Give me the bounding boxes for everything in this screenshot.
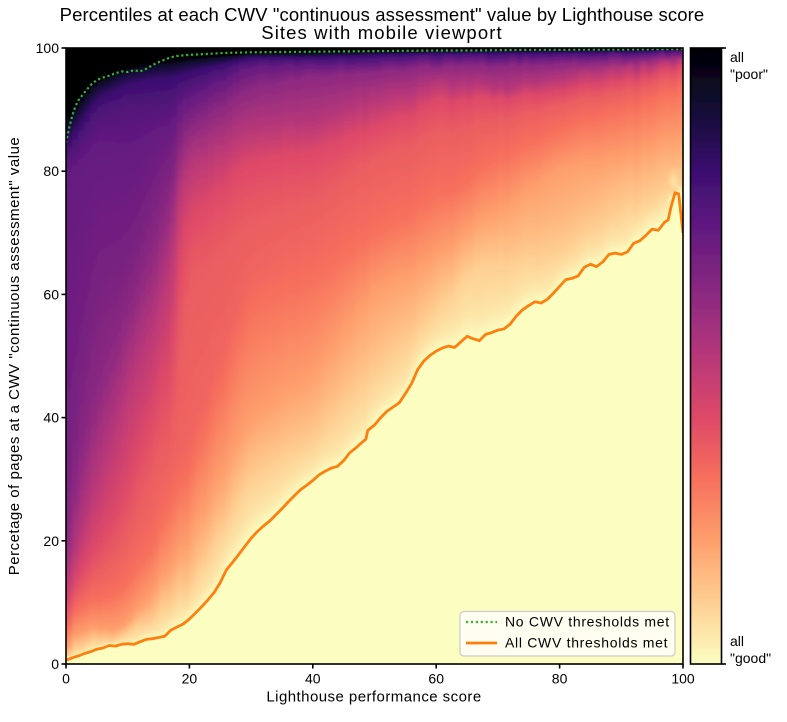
svg-text:0: 0: [51, 656, 59, 672]
svg-text:Percetage of pages at a CWV "c: Percetage of pages at a CWV "continuous …: [6, 137, 23, 576]
svg-text:Sites with mobile viewport: Sites with mobile viewport: [261, 22, 502, 43]
svg-text:all: all: [730, 49, 744, 65]
svg-text:All CWV thresholds met: All CWV thresholds met: [505, 635, 668, 651]
svg-text:60: 60: [43, 286, 59, 302]
svg-text:20: 20: [43, 533, 59, 549]
svg-text:100: 100: [671, 671, 695, 687]
svg-text:60: 60: [428, 671, 444, 687]
svg-text:"poor": "poor": [730, 66, 768, 82]
svg-text:No CWV thresholds met: No CWV thresholds met: [505, 614, 670, 630]
svg-text:0: 0: [62, 671, 70, 687]
svg-text:all: all: [730, 633, 744, 649]
svg-text:80: 80: [552, 671, 568, 687]
svg-text:20: 20: [182, 671, 198, 687]
svg-text:80: 80: [43, 163, 59, 179]
svg-text:Percentiles at each CWV "conti: Percentiles at each CWV "continuous asse…: [60, 4, 705, 25]
svg-text:40: 40: [43, 410, 59, 426]
svg-text:100: 100: [36, 40, 60, 56]
svg-text:40: 40: [305, 671, 321, 687]
svg-text:"good": "good": [730, 650, 771, 666]
svg-text:Lighthouse performance score: Lighthouse performance score: [266, 689, 481, 706]
